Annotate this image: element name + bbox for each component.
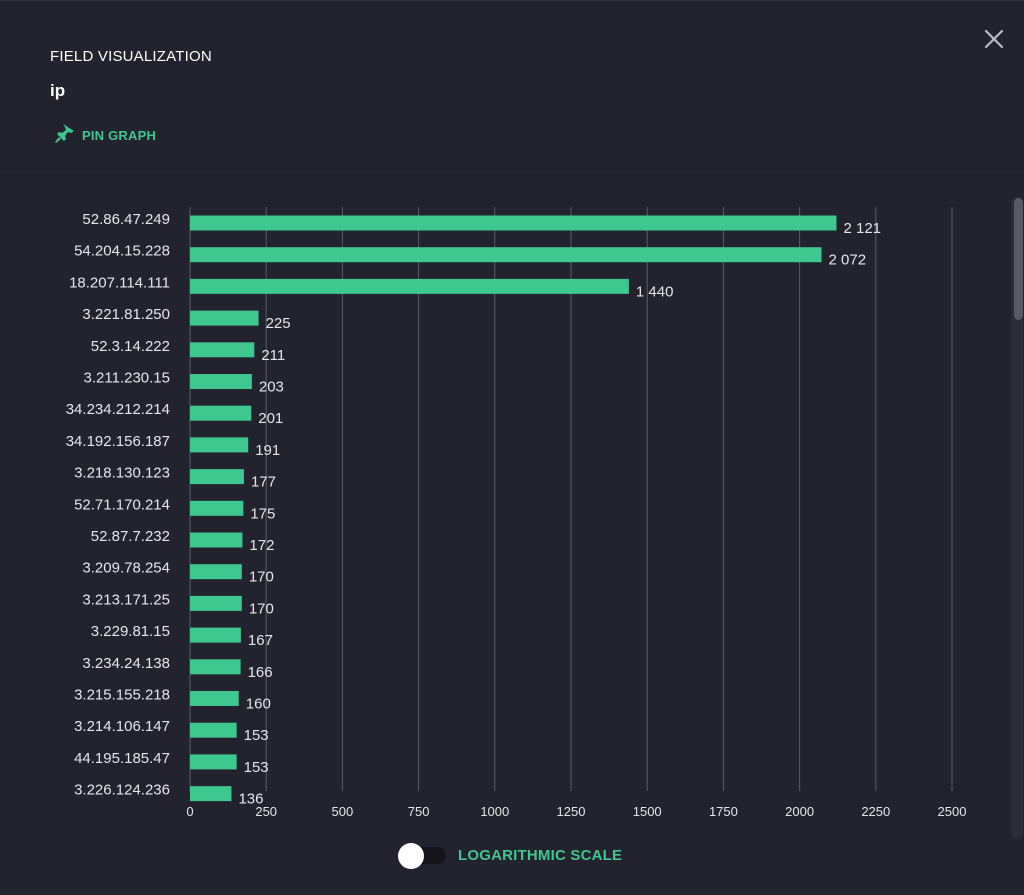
category-label: 3.209.78.254 (82, 560, 170, 577)
x-tick-label: 2000 (785, 804, 814, 819)
chart-area[interactable]: 0 250 500 750 1000 1250 1500 1750 2000 2250 2500 52… (0, 189, 1024, 829)
category-label: 52.87.7.232 (91, 528, 170, 545)
x-tick-label: 1750 (709, 804, 738, 819)
category-label: 3.214.106.147 (74, 718, 170, 735)
bar (190, 310, 259, 326)
pin-graph-button[interactable]: PIN GRAPH (54, 122, 156, 149)
bar (190, 532, 243, 548)
bar (190, 564, 242, 580)
value-label: 153 (244, 759, 269, 776)
category-label: 3.218.130.123 (74, 465, 170, 482)
category-label: 18.207.114.111 (69, 274, 170, 291)
x-tick-label: 1000 (480, 804, 509, 819)
category-label: 54.204.15.228 (74, 243, 170, 260)
x-tick-label: 0 (186, 804, 193, 819)
bar (190, 342, 255, 358)
value-label: 2 072 (829, 252, 867, 269)
x-tick-label: 1500 (633, 804, 662, 819)
close-button[interactable] (980, 25, 1008, 53)
value-label: 160 (246, 696, 271, 713)
category-label: 3.213.171.25 (82, 591, 170, 608)
value-label: 170 (249, 600, 274, 617)
close-icon (980, 29, 1008, 57)
category-label: 3.229.81.15 (91, 623, 170, 640)
x-tick-label: 750 (408, 804, 430, 819)
bar (190, 374, 252, 389)
value-label: 170 (249, 569, 274, 586)
bar (190, 627, 241, 643)
bar (190, 722, 237, 738)
value-label: 153 (244, 727, 269, 744)
pin-graph-label: PIN GRAPH (82, 128, 157, 143)
value-label: 201 (258, 410, 283, 427)
bar (190, 247, 822, 263)
scrollbar-thumb[interactable] (1014, 198, 1023, 320)
value-label: 175 (250, 505, 275, 522)
x-tick-label: 1250 (557, 804, 586, 819)
category-label: 3.211.230.15 (84, 370, 170, 387)
bar (190, 691, 239, 706)
value-label: 177 (251, 474, 276, 491)
x-tick-label: 2250 (861, 804, 890, 819)
category-label: 52.3.14.222 (91, 338, 170, 355)
category-label: 3.226.124.236 (74, 782, 170, 799)
bar (190, 595, 242, 611)
logarithmic-scale-toggle[interactable]: LOGARITHMIC SCALE (398, 843, 623, 869)
modal-header: FIELD VISUALIZATION ip PIN GRAPH (0, 1, 1024, 173)
value-label: 136 (238, 791, 263, 808)
bar (190, 215, 837, 231)
bar (190, 278, 629, 294)
category-label: 34.234.212.214 (66, 401, 170, 418)
bar (190, 754, 237, 770)
value-label: 166 (248, 664, 273, 681)
bar (190, 469, 244, 485)
bar (190, 405, 252, 421)
value-label: 203 (259, 379, 284, 396)
bar (190, 437, 249, 453)
x-tick-label: 2500 (938, 804, 967, 819)
category-label: 52.86.47.249 (82, 211, 170, 228)
modal-title: FIELD VISUALIZATION (50, 48, 212, 65)
category-label: 3.215.155.218 (74, 687, 170, 704)
category-label: 3.221.81.250 (82, 306, 170, 323)
category-label: 3.234.24.138 (82, 655, 170, 672)
x-tick-label: 250 (255, 804, 277, 819)
toggle-label: LOGARITHMIC SCALE (458, 846, 623, 864)
value-label: 172 (249, 537, 274, 554)
category-label: 52.71.170.214 (74, 496, 170, 513)
field-name: ip (50, 81, 66, 100)
bar (190, 786, 232, 802)
bar (190, 500, 244, 516)
bar-chart: 0 250 500 750 1000 1250 1500 1750 2000 2250 2500 52… (66, 207, 967, 819)
scrollbar-track[interactable] (1011, 197, 1023, 839)
toggle-switch[interactable] (398, 843, 446, 869)
value-label: 191 (255, 442, 280, 459)
value-label: 167 (248, 632, 273, 649)
toggle-knob (398, 843, 424, 869)
value-label: 225 (266, 315, 291, 332)
value-label: 2 121 (843, 220, 881, 237)
pin-icon (54, 122, 76, 149)
category-label: 44.195.185.47 (74, 750, 170, 767)
category-label: 34.192.156.187 (66, 433, 170, 450)
bar (190, 659, 241, 675)
value-label: 211 (261, 347, 285, 364)
value-label: 1 440 (636, 283, 674, 300)
x-tick-label: 500 (332, 804, 354, 819)
